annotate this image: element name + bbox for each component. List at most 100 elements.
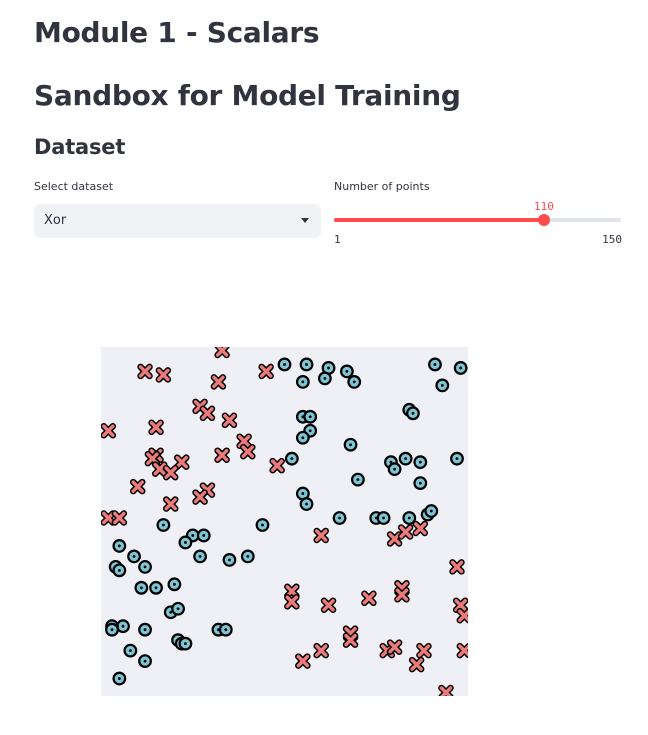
class0-x-marker: [111, 510, 128, 526]
class1-circle-marker: [138, 654, 152, 669]
class1-circle-marker: [193, 549, 207, 564]
class1-circle-marker: [303, 409, 318, 424]
class1-circle-marker: [435, 378, 450, 393]
dataset-select[interactable]: Xor: [34, 204, 321, 238]
class1-circle-marker: [196, 528, 211, 543]
class1-circle-marker: [428, 357, 442, 372]
class0-x-marker: [210, 374, 227, 390]
class0-x-marker: [240, 443, 256, 460]
class0-x-marker: [173, 454, 190, 470]
module-title: Module 1 - Scalars: [34, 16, 320, 49]
class1-circle-marker: [299, 497, 314, 511]
class0-x-marker: [320, 597, 337, 614]
class1-circle-marker: [339, 364, 354, 379]
class1-circle-marker: [317, 371, 332, 386]
class1-circle-marker: [406, 406, 420, 421]
class0-x-marker: [162, 496, 179, 512]
class0-x-marker: [258, 363, 274, 380]
slider-max-label: 150: [602, 233, 622, 246]
chevron-down-icon[interactable]: [301, 218, 309, 223]
class1-circle-marker: [413, 476, 428, 491]
class1-circle-marker: [112, 539, 127, 553]
class1-circle-marker: [178, 636, 193, 651]
class0-x-marker: [162, 464, 179, 481]
class0-x-marker: [284, 594, 300, 610]
class1-circle-marker: [171, 601, 185, 616]
class1-circle-marker: [156, 518, 171, 532]
class1-circle-marker: [116, 619, 130, 634]
class1-circle-marker: [343, 437, 358, 452]
class0-x-marker: [313, 642, 329, 659]
class0-x-marker: [236, 433, 252, 449]
class1-circle-marker: [299, 357, 314, 372]
slider-thumb[interactable]: [537, 214, 550, 226]
class1-circle-marker: [284, 451, 299, 466]
class0-x-marker: [361, 590, 377, 607]
number-of-points-slider[interactable]: 110 1 150: [334, 190, 622, 250]
select-dataset-label: Select dataset: [34, 180, 114, 193]
class1-circle-marker: [240, 549, 255, 564]
class0-x-marker: [269, 457, 285, 474]
class0-x-marker: [456, 642, 468, 659]
class1-circle-marker: [178, 535, 193, 550]
class0-x-marker: [408, 656, 425, 673]
class0-x-marker: [452, 597, 468, 614]
class0-x-marker: [214, 447, 230, 463]
class1-circle-marker: [105, 622, 119, 637]
class0-x-marker: [192, 489, 208, 505]
class0-x-marker: [438, 684, 454, 696]
class1-circle-marker: [453, 361, 468, 375]
class1-circle-marker: [255, 518, 270, 532]
number-of-points-label: Number of points: [334, 180, 430, 193]
dataset-heading: Dataset: [34, 135, 126, 159]
class0-x-marker: [151, 461, 168, 477]
class1-circle-marker: [167, 577, 182, 592]
class1-circle-marker: [450, 451, 464, 466]
class0-x-marker: [148, 419, 164, 436]
class1-circle-marker: [413, 455, 428, 470]
class1-circle-marker: [134, 580, 149, 595]
slider-track[interactable]: [334, 218, 621, 222]
class1-circle-marker: [351, 472, 365, 487]
class0-x-marker: [394, 587, 410, 603]
class1-circle-marker: [295, 375, 310, 389]
class1-circle-marker: [332, 511, 347, 525]
class1-circle-marker: [123, 643, 138, 658]
sandbox-title: Sandbox for Model Training: [34, 79, 461, 112]
class0-x-marker: [295, 653, 311, 669]
class0-x-marker: [137, 363, 153, 380]
class1-circle-marker: [347, 375, 362, 389]
class1-circle-marker: [222, 552, 237, 567]
slider-current-value: 110: [534, 200, 554, 213]
class0-x-marker: [386, 639, 403, 655]
class1-circle-marker: [376, 511, 391, 525]
class1-circle-marker: [127, 549, 141, 564]
slider-min-label: 1: [334, 233, 341, 246]
class0-x-marker: [101, 510, 117, 526]
class0-x-marker: [129, 478, 146, 495]
class1-circle-marker: [424, 504, 439, 518]
class1-circle-marker: [277, 357, 292, 372]
class0-x-marker: [313, 527, 329, 544]
class0-x-marker: [101, 423, 117, 439]
slider-fill: [334, 218, 544, 222]
class0-x-marker: [221, 412, 238, 429]
dataset-select-value: Xor: [44, 213, 67, 228]
class0-x-marker: [199, 405, 216, 422]
class1-circle-marker: [402, 511, 417, 525]
class0-x-marker: [342, 632, 359, 648]
class1-circle-marker: [112, 671, 127, 686]
class0-x-marker: [449, 559, 465, 575]
class1-circle-marker: [218, 622, 233, 637]
class1-circle-marker: [138, 622, 152, 637]
class0-x-marker: [412, 520, 429, 537]
class1-circle-marker: [138, 559, 152, 574]
class1-circle-marker: [112, 563, 127, 578]
dataset-scatter-plot: [101, 347, 468, 696]
class0-x-marker: [416, 642, 432, 659]
class0-x-marker: [456, 607, 468, 624]
class1-circle-marker: [398, 451, 413, 466]
class0-x-marker: [155, 367, 172, 383]
class1-circle-marker: [149, 580, 163, 595]
class0-x-marker: [214, 347, 230, 359]
